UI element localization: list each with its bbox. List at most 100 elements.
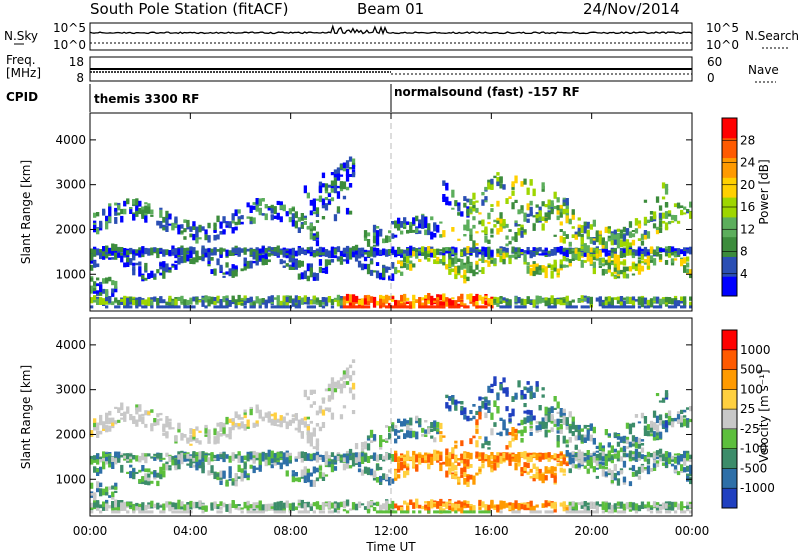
heatmap-cell bbox=[659, 228, 662, 234]
heatmap-cell bbox=[659, 305, 662, 308]
heatmap-cell bbox=[533, 224, 536, 231]
heatmap-cell bbox=[566, 505, 569, 507]
heatmap-cell bbox=[578, 227, 581, 231]
heatmap-cell bbox=[454, 504, 457, 512]
heatmap-cell bbox=[99, 415, 102, 422]
heatmap-cell bbox=[418, 418, 421, 425]
heatmap-cell bbox=[527, 472, 530, 475]
heatmap-cell bbox=[105, 413, 108, 419]
heatmap-cell bbox=[496, 228, 499, 235]
heatmap-cell bbox=[424, 434, 427, 437]
heatmap-cell bbox=[316, 445, 319, 451]
heatmap-cell bbox=[153, 471, 156, 477]
heatmap-cell bbox=[340, 388, 343, 394]
heatmap-cell bbox=[626, 297, 629, 305]
heatmap-cell bbox=[635, 451, 638, 459]
heatmap-cell bbox=[575, 502, 578, 510]
heatmap-cell bbox=[232, 248, 235, 252]
heatmap-cell bbox=[141, 453, 144, 460]
heatmap-cell bbox=[659, 414, 662, 420]
heatmap-cell bbox=[487, 298, 490, 303]
heatmap-cell bbox=[232, 253, 235, 256]
heatmap-cell bbox=[430, 499, 433, 506]
heatmap-cell bbox=[150, 481, 153, 484]
heatmap-cell bbox=[517, 455, 520, 463]
heatmap-cell bbox=[460, 411, 463, 416]
heatmap-cell bbox=[566, 440, 569, 444]
heatmap-cell bbox=[147, 505, 150, 509]
heatmap-cell bbox=[656, 297, 659, 302]
heatmap-cell bbox=[478, 436, 481, 439]
heatmap-cell bbox=[659, 400, 662, 402]
heatmap-cell bbox=[144, 510, 147, 513]
heatmap-cell bbox=[271, 215, 274, 218]
heatmap-cell bbox=[644, 217, 647, 224]
heatmap-cell bbox=[394, 455, 397, 459]
heatmap-cell bbox=[448, 458, 451, 466]
heatmap-cell bbox=[418, 259, 421, 262]
heatmap-cell bbox=[132, 472, 135, 476]
heatmap-cell bbox=[292, 418, 295, 423]
heatmap-cell bbox=[289, 217, 292, 222]
heatmap-cell bbox=[641, 261, 644, 264]
heatmap-cell bbox=[138, 301, 141, 307]
heatmap-cell bbox=[466, 482, 469, 487]
heatmap-cell bbox=[280, 250, 283, 255]
heatmap-cell bbox=[373, 455, 376, 460]
heatmap-cell bbox=[502, 377, 505, 382]
heatmap-cell bbox=[523, 426, 526, 433]
heatmap-cell bbox=[563, 256, 566, 261]
heatmap-cell bbox=[259, 413, 262, 418]
heatmap-cell bbox=[219, 481, 222, 485]
heatmap-cell bbox=[596, 503, 599, 505]
heatmap-cell bbox=[659, 432, 662, 439]
heatmap-cell bbox=[304, 272, 307, 279]
heatmap-cell bbox=[235, 411, 238, 418]
heatmap-cell bbox=[292, 262, 295, 267]
heatmap-cell bbox=[536, 300, 539, 305]
heatmap-cell bbox=[523, 254, 526, 262]
heatmap-cell bbox=[424, 305, 427, 308]
heatmap-cell bbox=[340, 455, 343, 458]
heatmap-cell bbox=[533, 464, 536, 470]
heatmap-cell bbox=[566, 417, 569, 425]
heatmap-cell bbox=[162, 458, 165, 460]
heatmap-cell bbox=[644, 298, 647, 305]
heatmap-cell bbox=[584, 425, 587, 429]
heatmap-cell bbox=[177, 506, 180, 509]
heatmap-cell bbox=[677, 504, 680, 510]
heatmap-cell bbox=[617, 274, 620, 276]
freq-left-label-1: Freq. bbox=[6, 53, 36, 67]
heatmap-cell bbox=[162, 217, 165, 223]
heatmap-cell bbox=[177, 297, 180, 301]
heatmap-cell bbox=[683, 296, 686, 304]
heatmap-cell bbox=[454, 455, 457, 461]
heatmap-cell bbox=[647, 459, 650, 465]
heatmap-cell bbox=[123, 456, 126, 459]
heatmap-cell bbox=[108, 426, 111, 432]
heatmap-cell bbox=[337, 300, 340, 306]
heatmap-cell bbox=[527, 251, 530, 255]
heatmap-cell bbox=[569, 470, 572, 474]
heatmap-cell bbox=[412, 251, 415, 256]
heatmap-cell bbox=[545, 266, 548, 269]
heatmap-cell bbox=[602, 300, 605, 302]
heatmap-cell bbox=[271, 506, 274, 509]
heatmap-cell bbox=[644, 305, 647, 308]
freq-left-tick-top: 18 bbox=[69, 55, 84, 69]
heatmap-cell bbox=[123, 305, 126, 308]
heatmap-cell bbox=[93, 288, 96, 291]
heatmap-cell bbox=[499, 299, 502, 302]
heatmap-cell bbox=[235, 269, 238, 276]
heatmap-cell bbox=[316, 443, 319, 446]
heatmap-cell bbox=[141, 417, 144, 420]
heatmap-cell bbox=[539, 296, 542, 304]
heatmap-cell bbox=[186, 505, 189, 511]
heatmap-cell bbox=[180, 433, 183, 441]
heatmap-cell bbox=[253, 502, 256, 509]
heatmap-cell bbox=[533, 247, 536, 251]
heatmap-cell bbox=[370, 469, 373, 475]
heatmap-cell bbox=[328, 408, 331, 413]
heatmap-cell bbox=[189, 444, 192, 446]
heatmap-cell bbox=[557, 427, 560, 430]
